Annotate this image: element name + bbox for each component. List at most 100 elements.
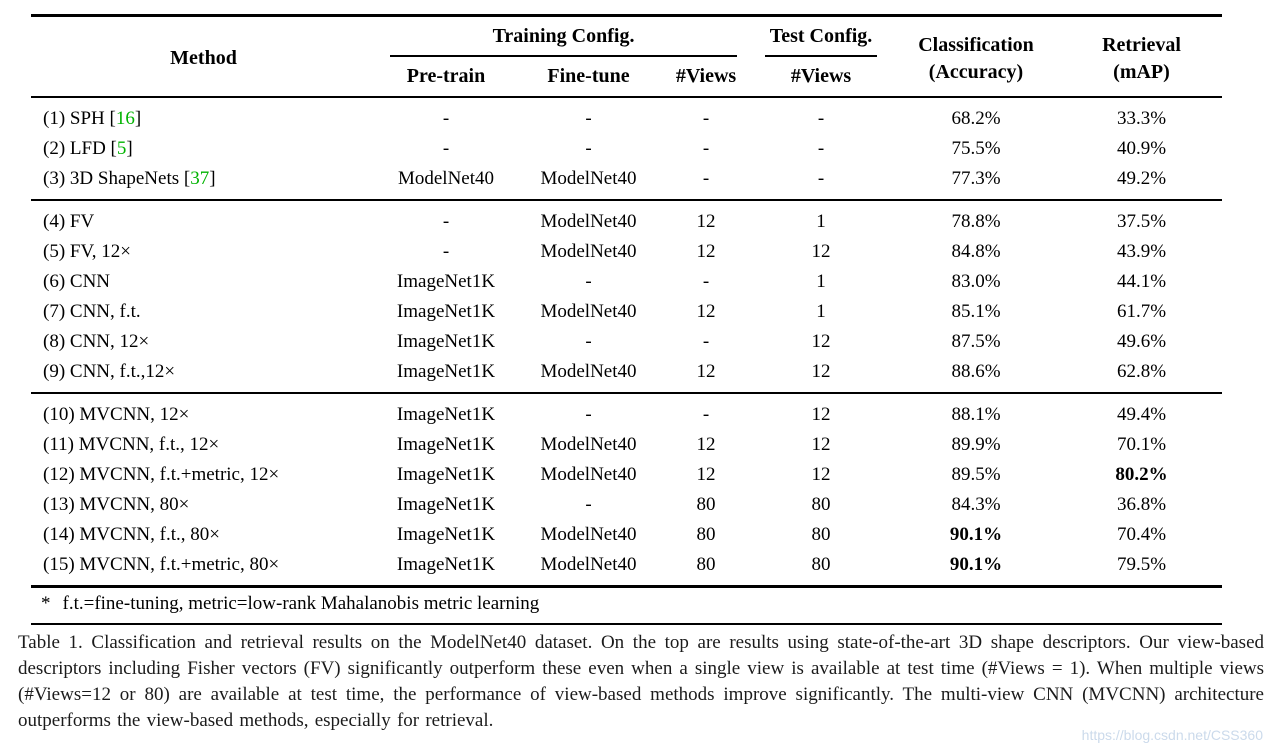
method-cell: (4) FV [31,199,376,237]
col-header-training-config: Training Config. [376,16,751,62]
table-row: (13) MVCNN, 80× ImageNet1K - 80 80 84.3% 36.8% [31,490,1222,520]
map-cell: 79.5% [1116,554,1167,575]
test-views-cell: - [817,108,825,129]
col-header-test-views: #Views [751,61,891,98]
retrieval-label-line2: (mAP) [1113,60,1170,83]
finetune-cell: ModelNet40 [540,241,637,262]
test-views-cell: 1 [751,199,891,237]
table-row: (9) CNN, f.t.,12× ImageNet1K ModelNet40 12 1… [31,357,1222,393]
map-cell: 49.4% [1061,392,1222,430]
col-header-train-views: #Views [661,61,751,98]
train-views-cell: 80 [696,494,716,515]
citation-ref[interactable]: 5 [116,138,127,159]
train-views-cell: 12 [661,199,751,237]
table-row: (1) SPH [16] - - - - 68.2% 33.3% [31,97,1222,134]
map-cell: 49.6% [1116,331,1167,352]
train-views-cell: 12 [696,361,716,382]
finetune-cell: - [585,494,592,515]
accuracy-cell: 87.5% [951,331,1001,352]
train-views-cell: - [702,108,710,129]
map-cell: 44.1% [1116,271,1167,292]
pretrain-cell: ImageNet1K [396,331,496,352]
method-cell: (6) CNN [43,271,111,292]
method-cell: (15) MVCNN, f.t.+metric, 80× [43,554,280,575]
pretrain-cell: ImageNet1K [396,554,496,575]
table-row: (4) FV - ModelNet40 12 1 78.8% 37.5% [31,199,1222,237]
header-row-groups: Method Training Config. Test Config. Cla… [31,15,1222,98]
pretrain-cell: ImageNet1K [396,464,496,485]
classification-label-line2: (Accuracy) [928,60,1024,83]
finetune-cell: - [585,108,592,129]
test-views-cell: 80 [811,494,831,515]
table-row: (3) 3D ShapeNets [37] ModelNet40 ModelNet4… [31,164,1222,200]
method-cell: (12) MVCNN, f.t.+metric, 12× [43,464,280,485]
finetune-cell: - [585,138,592,159]
table-row: (12) MVCNN, f.t.+metric, 12× ImageNet1K Mo… [31,460,1222,490]
pretrain-cell: ImageNet1K [396,361,496,382]
method-cell: (8) CNN, 12× [43,331,150,352]
test-views-cell: 12 [811,331,831,352]
citation-ref[interactable]: 37 [190,168,210,189]
test-views-cell: 80 [811,554,831,575]
table-footnote: * f.t.=fine-tuning, metric=low-rank Mahal… [31,588,1222,625]
table-row: (2) LFD [5] - - - - 75.5% 40.9% [31,134,1222,164]
test-config-label: Test Config. [765,25,877,57]
test-views-cell: 1 [816,301,826,322]
accuracy-cell: 77.3% [951,168,1001,189]
col-header-retrieval: Retrieval (mAP) [1061,15,1222,98]
pretrain-cell: ImageNet1K [396,434,496,455]
finetune-cell: ModelNet40 [540,301,637,322]
test-views-cell: 12 [751,392,891,430]
train-views-cell: 80 [696,554,716,575]
pretrain-cell: ModelNet40 [397,168,495,189]
train-views-cell: 80 [696,524,716,545]
accuracy-cell: 89.9% [951,434,1001,455]
train-views-cell: 12 [696,241,716,262]
pretrain-cell: - [442,138,450,159]
map-cell: 80.2% [1115,464,1168,485]
map-cell: 61.7% [1116,301,1167,322]
accuracy-cell: 85.1% [951,301,1001,322]
test-views-cell: - [817,138,825,159]
map-cell: 36.8% [1116,494,1167,515]
train-views-cell: - [702,331,710,352]
table-caption: Table 1. Classification and retrieval re… [18,632,1264,731]
train-views-cell: - [702,271,710,292]
map-cell: 62.8% [1116,361,1167,382]
method-cell: (3) 3D ShapeNets [37] [43,168,216,189]
table-row: (11) MVCNN, f.t., 12× ImageNet1K ModelNet4… [31,430,1222,460]
method-cell: (2) LFD [5] [43,138,133,159]
col-header-classification: Classification (Accuracy) [891,15,1061,98]
test-views-cell: 12 [811,464,831,485]
train-views-cell: - [702,168,710,189]
finetune-cell: - [585,331,592,352]
table-body: (1) SPH [16] - - - -68.2% 33.3% (2) LFD [5] - - -… [31,97,1222,587]
accuracy-cell: 84.8% [951,241,1001,262]
pretrain-cell: ImageNet1K [396,494,496,515]
accuracy-cell: 90.1% [949,554,1003,575]
finetune-cell: ModelNet40 [540,524,637,545]
finetune-cell: ModelNet40 [516,199,661,237]
pretrain-cell: ImageNet1K [396,271,496,292]
method-cell: (11) MVCNN, f.t., 12× [43,434,220,455]
finetune-cell: - [585,271,592,292]
accuracy-cell: 75.5% [951,138,1001,159]
pretrain-cell: - [442,108,450,129]
test-views-cell: - [817,168,825,189]
finetune-cell: ModelNet40 [540,554,637,575]
table-row: (14) MVCNN, f.t., 80× ImageNet1K ModelNet4… [31,520,1222,550]
train-views-cell: 12 [696,464,716,485]
classification-label-line1: Classification [918,33,1034,56]
map-cell: 40.9% [1116,138,1167,159]
accuracy-cell: 90.1% [949,524,1003,545]
accuracy-cell: 89.5% [951,464,1001,485]
method-cell: (5) FV, 12× [43,241,131,262]
table-row: (10) MVCNN, 12× ImageNet1K - -12 88.1% 49.4% [31,392,1222,430]
footnote-marker: * [41,593,51,614]
accuracy-cell: 88.6% [951,361,1001,382]
pretrain-cell: ImageNet1K [396,301,496,322]
citation-ref[interactable]: 16 [115,108,135,129]
pretrain-cell: - [442,241,450,262]
train-views-cell: 12 [696,434,716,455]
retrieval-label-line1: Retrieval [1102,33,1181,56]
